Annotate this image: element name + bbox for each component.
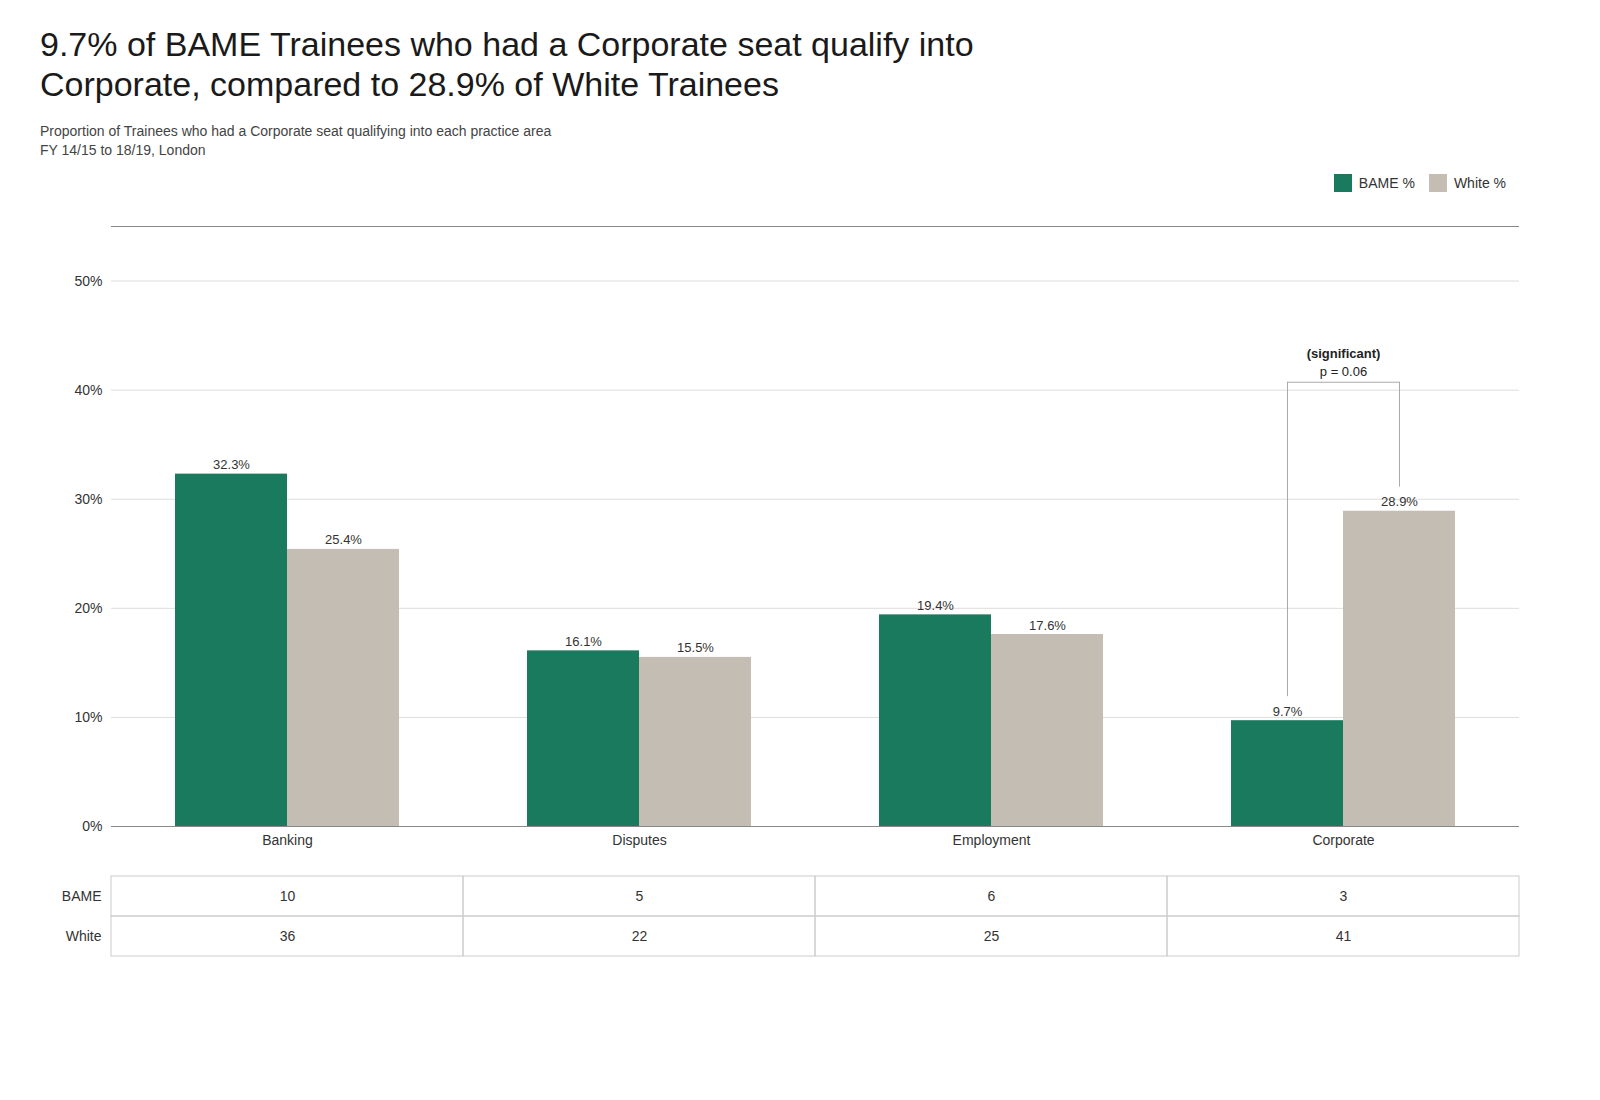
svg-text:19.4%: 19.4%	[917, 598, 954, 613]
svg-text:p = 0.06: p = 0.06	[1320, 364, 1367, 379]
svg-text:6: 6	[988, 888, 996, 904]
html-text:White %: White %	[1453, 174, 1506, 191]
svg-text:15.5%: 15.5%	[677, 640, 714, 655]
svg-text:Banking: Banking	[262, 832, 313, 848]
svg-text:41: 41	[1336, 928, 1352, 944]
svg-text:36: 36	[280, 928, 296, 944]
svg-text:(significant): (significant)	[1307, 346, 1381, 361]
svg-text:25: 25	[984, 928, 1000, 944]
svg-text:Corporate: Corporate	[1312, 832, 1374, 848]
svg-text:Employment: Employment	[953, 832, 1031, 848]
svg-text:0%: 0%	[82, 818, 102, 834]
svg-text:10%: 10%	[74, 709, 102, 725]
svg-text:BAME: BAME	[62, 888, 102, 904]
svg-text:22: 22	[632, 928, 648, 944]
html-text:9.7% of BAME Trainees who had: 9.7% of BAME Trainees who had a Corporat…	[40, 25, 974, 63]
svg-text:White: White	[66, 928, 102, 944]
svg-text:17.6%: 17.6%	[1029, 618, 1066, 633]
svg-text:40%: 40%	[74, 382, 102, 398]
svg-text:32.3%: 32.3%	[213, 457, 250, 472]
svg-text:28.9%: 28.9%	[1381, 494, 1418, 509]
svg-text:30%: 30%	[74, 491, 102, 507]
svg-text:5: 5	[636, 888, 644, 904]
svg-text:Disputes: Disputes	[612, 832, 666, 848]
svg-text:9.7%: 9.7%	[1273, 704, 1303, 719]
svg-text:16.1%: 16.1%	[565, 634, 602, 649]
html-text:FY 14/15 to 18/19, London: FY 14/15 to 18/19, London	[40, 142, 206, 158]
html-text:BAME %: BAME %	[1358, 174, 1415, 191]
svg-text:10: 10	[280, 888, 296, 904]
html-text:Proportion of Trainees who had: Proportion of Trainees who had a Corpora…	[40, 123, 552, 139]
svg-text:25.4%: 25.4%	[325, 532, 362, 547]
svg-text:50%: 50%	[74, 273, 102, 289]
html-text:Corporate, compared to 28.9% o: Corporate, compared to 28.9% of White Tr…	[40, 65, 779, 103]
svg-text:20%: 20%	[74, 600, 102, 616]
svg-text:3: 3	[1340, 888, 1348, 904]
